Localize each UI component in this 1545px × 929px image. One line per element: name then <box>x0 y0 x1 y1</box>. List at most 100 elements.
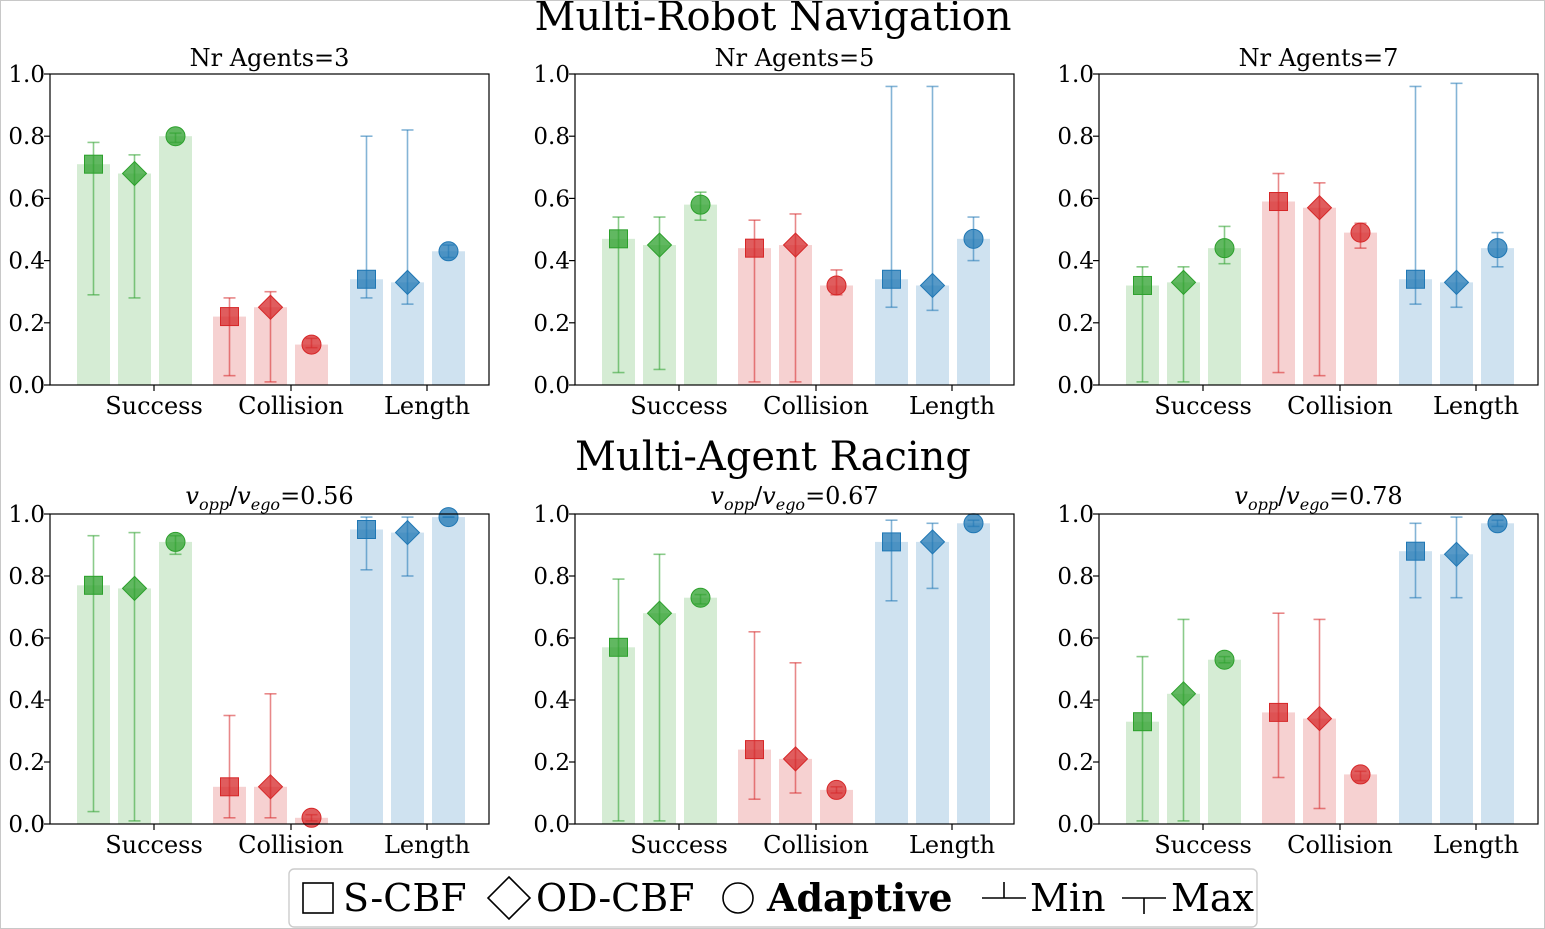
y-tick-label: 0.4 <box>1057 249 1094 275</box>
chart-panel-3: Nr Agents=7 0.0 0.2 0.4 0.6 0.8 1.0 Success Coll… <box>1057 44 1539 420</box>
marker-collision-s-cbf <box>220 777 239 797</box>
y-tick-label: 1.0 <box>1057 502 1094 528</box>
marker-length-od-cbf <box>1443 541 1470 568</box>
y-tick-label: 0.2 <box>8 750 45 776</box>
marker-collision-adaptive <box>301 807 322 828</box>
x-tick-label-length: Length <box>1433 392 1519 420</box>
bar-length-adaptive <box>957 238 990 385</box>
y-tick-label: 1.0 <box>533 62 570 88</box>
marker-success-od-cbf <box>646 232 673 258</box>
marker-success-adaptive <box>165 126 186 147</box>
marker-success-adaptive <box>1214 649 1235 670</box>
bar-length-adaptive <box>432 251 465 385</box>
bar-success-adaptive <box>159 541 192 824</box>
marker-length-s-cbf <box>1406 269 1425 289</box>
axes-frame <box>574 513 1015 825</box>
x-tick-label-success: Success <box>105 831 203 859</box>
marker-success-adaptive <box>690 194 711 215</box>
x-tick-label-length: Length <box>384 392 470 420</box>
marker-length-adaptive <box>963 228 984 249</box>
bar-success-adaptive <box>684 597 717 824</box>
y-tick-label: 0.6 <box>533 186 570 212</box>
axes-frame <box>49 513 490 825</box>
x-tick-label-success: Success <box>105 392 203 420</box>
y-tick-label: 0.0 <box>8 373 45 399</box>
marker-collision-adaptive <box>826 779 847 800</box>
bar-collision-adaptive <box>820 285 853 385</box>
marker-success-adaptive <box>690 587 711 608</box>
marker-length-s-cbf <box>357 520 376 539</box>
marker-length-od-cbf <box>919 272 946 299</box>
y-tick-label: 0.4 <box>533 688 570 714</box>
x-tick-label-length: Length <box>909 392 995 420</box>
marker-length-adaptive <box>1487 238 1508 259</box>
x-tick-label-success: Success <box>1154 392 1252 420</box>
marker-collision-s-cbf <box>1269 702 1288 722</box>
marker-success-od-cbf <box>646 600 673 626</box>
y-tick-label: 0.4 <box>8 249 45 275</box>
marker-length-od-cbf <box>1443 269 1470 296</box>
marker-length-adaptive <box>1487 513 1508 534</box>
axes-frame <box>1098 513 1539 825</box>
chart-panel-4: vopp/vego=0.56 0.0 0.2 0.4 0.6 0.8 1.0 Success C… <box>8 482 490 859</box>
y-tick-label: 0.8 <box>1057 564 1094 590</box>
x-tick-label-length: Length <box>384 831 470 859</box>
legend-label: Max <box>1171 876 1254 920</box>
x-tick-label-length: Length <box>1433 831 1519 859</box>
marker-length-s-cbf <box>882 269 901 289</box>
marker-length-adaptive <box>438 507 459 528</box>
y-tick-label: 0.8 <box>8 124 45 150</box>
x-tick-label-collision: Collision <box>238 392 344 420</box>
marker-success-od-cbf <box>121 160 148 187</box>
y-tick-label: 0.0 <box>1057 373 1094 399</box>
marker-collision-adaptive <box>1350 222 1371 243</box>
marker-success-s-cbf <box>609 229 628 249</box>
bar-length-od-cbf <box>1440 554 1473 824</box>
y-tick-label: 0.2 <box>1057 750 1094 776</box>
y-tick-label: 1.0 <box>533 502 570 528</box>
y-tick-label: 0.4 <box>1057 688 1094 714</box>
marker-collision-adaptive <box>301 334 322 355</box>
marker-success-s-cbf <box>84 575 103 595</box>
bar-length-adaptive <box>1481 248 1514 385</box>
marker-length-od-cbf <box>919 529 946 555</box>
x-tick-label-length: Length <box>909 831 995 859</box>
y-tick-label: 0.2 <box>8 311 45 337</box>
y-tick-label: 0.8 <box>1057 124 1094 150</box>
marker-success-od-cbf <box>1170 269 1197 296</box>
marker-success-s-cbf <box>84 154 103 174</box>
y-tick-label: 0.4 <box>8 688 45 714</box>
y-tick-label: 1.0 <box>1057 62 1094 88</box>
section-title-racing: Multi-Agent Racing <box>575 434 971 480</box>
marker-collision-s-cbf <box>745 740 764 760</box>
bar-length-adaptive <box>1481 523 1514 824</box>
marker-collision-s-cbf <box>1269 192 1288 212</box>
circle-icon <box>722 882 754 914</box>
bar-length-od-cbf <box>391 532 424 824</box>
legend-label: Adaptive <box>766 875 953 920</box>
legend-label: Min <box>1030 876 1106 920</box>
y-tick-label: 0.2 <box>533 750 570 776</box>
marker-collision-od-cbf <box>782 232 809 258</box>
marker-length-s-cbf <box>357 269 376 289</box>
section-title-navigation: Multi-Robot Navigation <box>535 0 1012 40</box>
x-tick-label-success: Success <box>630 392 728 420</box>
legend-item-max: Max <box>1122 876 1254 920</box>
bar-length-adaptive <box>957 523 990 824</box>
y-tick-label: 0.0 <box>533 812 570 838</box>
bar-collision-adaptive <box>1344 232 1377 385</box>
marker-success-adaptive <box>165 531 186 552</box>
bar-success-adaptive <box>1208 659 1241 824</box>
y-tick-label: 0.0 <box>8 812 45 838</box>
y-tick-label: 1.0 <box>8 62 45 88</box>
marker-success-s-cbf <box>1133 712 1152 732</box>
chart-panel-6: vopp/vego=0.78 0.0 0.2 0.4 0.6 0.8 1.0 Success C… <box>1057 482 1539 859</box>
bar-length-s-cbf <box>350 529 383 824</box>
bar-success-adaptive <box>159 136 192 385</box>
y-tick-label: 0.8 <box>8 564 45 590</box>
marker-collision-adaptive <box>1350 764 1371 785</box>
marker-collision-adaptive <box>826 275 847 296</box>
panel-title: Nr Agents=5 <box>715 44 875 72</box>
marker-length-s-cbf <box>1406 541 1425 561</box>
